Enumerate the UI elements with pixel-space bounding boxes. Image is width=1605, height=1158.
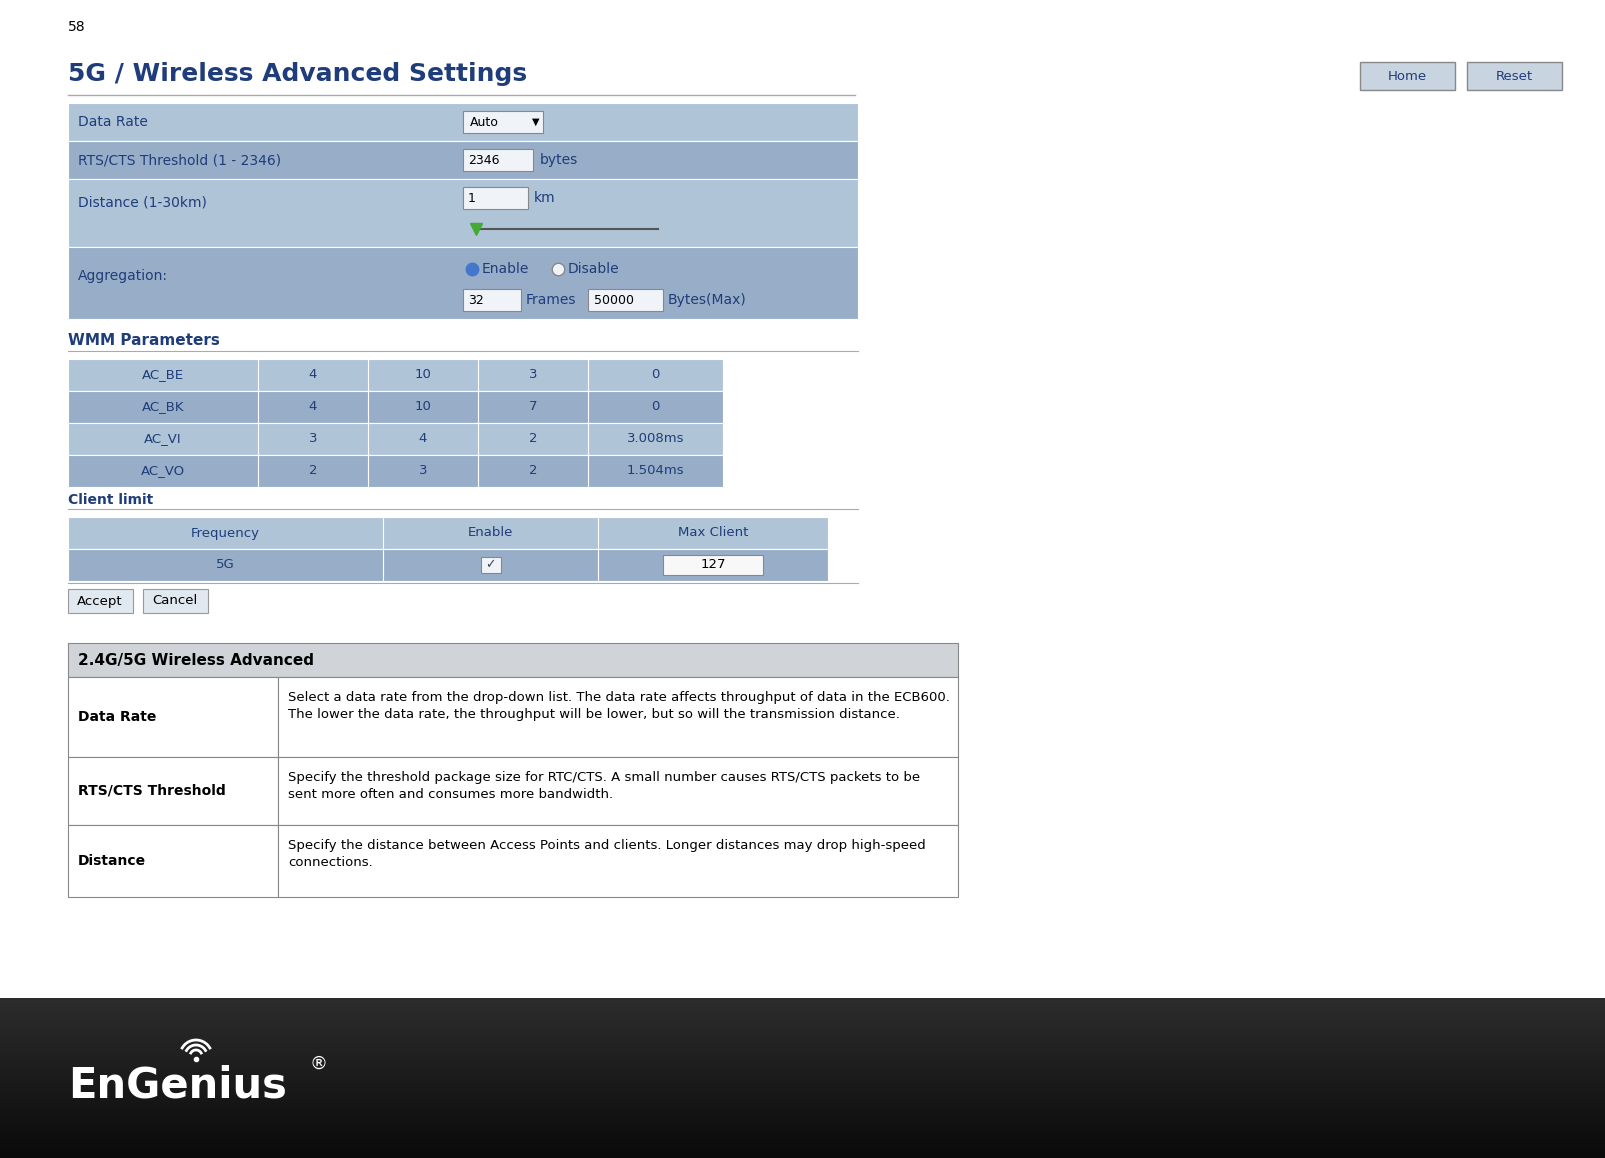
Text: Accept: Accept — [77, 594, 124, 608]
Text: km: km — [534, 191, 555, 205]
Bar — [67, 824, 278, 897]
Text: Enable: Enable — [482, 262, 530, 276]
Text: Max Client: Max Client — [677, 527, 748, 540]
Text: Bytes(Max): Bytes(Max) — [668, 293, 746, 307]
Text: ▼: ▼ — [531, 117, 539, 127]
Bar — [462, 290, 522, 312]
Bar — [278, 824, 958, 897]
Bar — [67, 643, 958, 677]
Text: 2.4G/5G Wireless Advanced: 2.4G/5G Wireless Advanced — [79, 652, 315, 667]
Text: RTS/CTS Threshold: RTS/CTS Threshold — [79, 784, 226, 798]
Text: 58: 58 — [67, 20, 85, 34]
Text: Auto: Auto — [470, 116, 499, 129]
Bar — [143, 589, 209, 613]
Bar — [663, 555, 762, 576]
Text: Specify the threshold package size for RTC/CTS. A small number causes RTS/CTS pa: Specify the threshold package size for R… — [287, 771, 920, 801]
Text: 0: 0 — [652, 401, 660, 413]
Text: Frequency: Frequency — [191, 527, 260, 540]
Text: 0: 0 — [652, 368, 660, 381]
Text: Cancel: Cancel — [152, 594, 197, 608]
Bar — [462, 111, 542, 133]
Text: 50000: 50000 — [594, 293, 634, 307]
Bar — [278, 757, 958, 824]
Text: 5G / Wireless Advanced Settings: 5G / Wireless Advanced Settings — [67, 63, 526, 86]
Text: WMM Parameters: WMM Parameters — [67, 334, 220, 349]
Text: ®: ® — [310, 1055, 327, 1073]
Text: 4: 4 — [308, 401, 318, 413]
Text: AC_BK: AC_BK — [141, 401, 185, 413]
Bar — [480, 557, 501, 573]
Text: 2: 2 — [528, 464, 538, 477]
Bar — [462, 186, 528, 208]
Bar — [67, 549, 828, 581]
Text: RTS/CTS Threshold (1 - 2346): RTS/CTS Threshold (1 - 2346) — [79, 153, 281, 167]
Bar — [278, 677, 958, 757]
Text: 4: 4 — [419, 432, 427, 446]
Text: Select a data rate from the drop-down list. The data rate affects throughput of : Select a data rate from the drop-down li… — [287, 691, 950, 721]
Bar — [67, 103, 859, 141]
Text: 3: 3 — [528, 368, 538, 381]
Bar — [67, 359, 722, 391]
Bar — [1359, 63, 1456, 90]
Text: Distance: Distance — [79, 853, 146, 868]
Text: Disable: Disable — [568, 262, 620, 276]
Text: Data Rate: Data Rate — [79, 710, 156, 724]
Text: bytes: bytes — [539, 153, 578, 167]
Text: 2: 2 — [308, 464, 318, 477]
Text: Client limit: Client limit — [67, 493, 152, 507]
Text: Data Rate: Data Rate — [79, 115, 148, 129]
Text: Distance (1-30km): Distance (1-30km) — [79, 196, 207, 210]
Text: Aggregation:: Aggregation: — [79, 269, 169, 283]
Bar — [67, 247, 859, 318]
Bar — [67, 179, 859, 247]
Text: Home: Home — [1387, 69, 1427, 82]
Text: 3.008ms: 3.008ms — [626, 432, 684, 446]
Text: 10: 10 — [414, 368, 432, 381]
Text: 10: 10 — [414, 401, 432, 413]
Bar — [67, 455, 722, 488]
Bar — [462, 149, 533, 171]
Text: 7: 7 — [528, 401, 538, 413]
Bar — [67, 391, 722, 423]
Text: 3: 3 — [419, 464, 427, 477]
Bar — [1467, 63, 1562, 90]
Bar — [67, 423, 722, 455]
Text: Reset: Reset — [1496, 69, 1533, 82]
Bar — [67, 141, 859, 179]
Text: Enable: Enable — [467, 527, 514, 540]
Text: AC_VO: AC_VO — [141, 464, 185, 477]
Text: ✓: ✓ — [485, 558, 496, 572]
Bar — [67, 757, 278, 824]
Text: 2: 2 — [528, 432, 538, 446]
Text: 3: 3 — [308, 432, 318, 446]
Text: AC_VI: AC_VI — [144, 432, 181, 446]
Text: EnGenius: EnGenius — [67, 1065, 287, 1107]
Text: 1: 1 — [469, 191, 475, 205]
Text: 4: 4 — [308, 368, 318, 381]
Bar — [67, 516, 828, 549]
Text: 1.504ms: 1.504ms — [626, 464, 684, 477]
Text: 127: 127 — [700, 558, 725, 572]
Bar — [67, 677, 278, 757]
Text: AC_BE: AC_BE — [141, 368, 185, 381]
Text: 2346: 2346 — [469, 154, 499, 167]
Text: Frames: Frames — [526, 293, 576, 307]
Bar — [67, 589, 133, 613]
Text: 5G: 5G — [217, 558, 234, 572]
Bar — [587, 290, 663, 312]
Text: Specify the distance between Access Points and clients. Longer distances may dro: Specify the distance between Access Poin… — [287, 840, 926, 868]
Text: 32: 32 — [469, 293, 483, 307]
